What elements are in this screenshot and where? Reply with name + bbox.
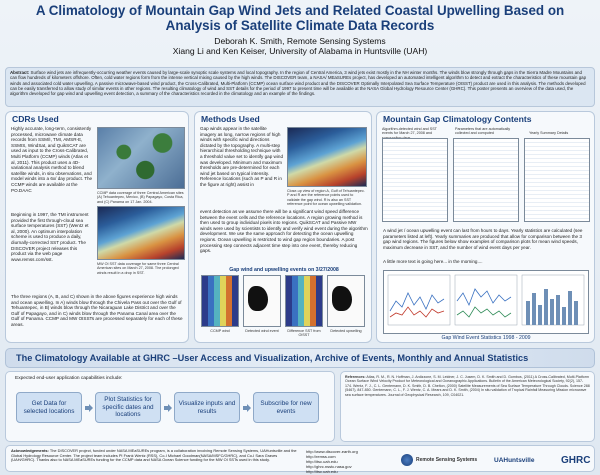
get-data-label: Get Data for selected locations — [23, 399, 75, 415]
ghrc-logo-text: GHRC — [561, 454, 591, 466]
ccmp-wind-caption: CCMP wind — [210, 329, 230, 333]
ccmp-coverage-caption: CCMP data coverage of three Central Amer… — [97, 191, 184, 204]
subscribe-button[interactable]: Subscribe for new events — [253, 392, 319, 423]
abstract-text: Surface wind jets are infrequently-occur… — [10, 70, 587, 97]
methods-panel: Methods Used Gap winds appear in the sat… — [194, 111, 372, 343]
visualize-button[interactable]: Visualize inputs and results — [174, 392, 240, 423]
get-data-button[interactable]: Get Data for selected locations — [16, 392, 82, 423]
author-line: Deborah K. Smith, Remote Sensing Systems — [214, 36, 386, 46]
poster-header: A Climatology of Mountain Gap Wind Jets … — [0, 0, 600, 66]
ccmp-coverage-map — [97, 127, 185, 189]
plot-statistics-label: Plot Statistics for specific dates and l… — [102, 396, 154, 419]
uah-logo-text: UAHuntsville — [494, 456, 535, 464]
cdrs-para3: The three regions (A, B, and C) shown in… — [11, 294, 183, 327]
closeup-caption: Close-up view of region A, Gulf of Tehua… — [287, 189, 365, 207]
events-subhead: Gap wind and upwelling events on 3/27/20… — [229, 267, 339, 273]
rss-logo-text: Remote Sensing Systems — [416, 457, 478, 463]
poster-title: A Climatology of Mountain Gap Wind Jets … — [35, 3, 565, 33]
ghrc-logo: GHRC — [561, 452, 590, 468]
params-table-caption: Parameters that are automatically collec… — [455, 127, 511, 136]
detected-upwelling-caption: Detected upwelling — [330, 329, 362, 333]
rss-logo-icon — [401, 454, 413, 466]
url-link[interactable]: http://ghrc.nsstc.nasa.gov — [306, 464, 352, 469]
events-table-image — [382, 138, 448, 222]
methods-para1: Gap winds appear in the satellite imager… — [200, 126, 283, 187]
flow-arrow-icon — [243, 404, 251, 412]
methods-para2: event detection as we assume there will … — [200, 209, 368, 254]
plot-statistics-button[interactable]: Plot Statistics for specific dates and l… — [95, 392, 161, 423]
rss-logo: Remote Sensing Systems — [401, 452, 477, 468]
params-table-image — [453, 138, 519, 222]
yearly-table-image — [524, 138, 590, 222]
flow-arrow-icon — [85, 404, 93, 412]
ghrc-access-title: The Climatology Available at GHRC –User … — [16, 353, 529, 363]
acknowledgements-label: Acknowledgements: — [11, 448, 49, 453]
visualize-label: Visualize inputs and results — [178, 399, 236, 415]
ccmp-wind-panel — [201, 275, 239, 327]
uah-logo: UAHuntsville — [494, 452, 534, 468]
ghrc-access-band: The Climatology Available at GHRC –User … — [5, 348, 595, 368]
abstract-box: Abstract: Surface wind jets are infreque… — [5, 67, 595, 107]
acknowledgements-text: Acknowledgements: The DISCOVER project, … — [11, 448, 301, 463]
acknowledgements-body: The DISCOVER project, funded under NASA … — [11, 448, 297, 463]
url-link[interactable]: http://remss.com — [306, 454, 336, 459]
yearly-table-caption: Yearly Summary Details — [529, 131, 569, 135]
detected-wind-caption: Detected wind event — [245, 329, 279, 333]
url-list: http://www.discover-earth.org http://rem… — [306, 449, 358, 474]
cdrs-para2: Beginning in 1997, the TMI instrument pr… — [11, 212, 89, 262]
event-statistics-caption: Gap Wind Event Statistics 1998 - 2009 — [441, 335, 531, 341]
cdrs-para1: Highly accurate, long-term, consistently… — [11, 126, 93, 193]
flow-arrow-icon — [164, 404, 172, 412]
references-box: References: Atlas, R. M., R. N. Hoffman,… — [340, 371, 595, 442]
climatology-title: Mountain Gap Climatology Contents — [383, 114, 532, 124]
cdrs-title: CDRs Used — [12, 114, 59, 124]
detected-wind-panel — [243, 275, 281, 327]
sst-difference-panel — [285, 275, 323, 327]
user-capabilities-lead: Expected end-user application capabiliti… — [15, 376, 123, 381]
sst-coverage-map — [97, 206, 185, 260]
cdrs-panel: CDRs Used Highly accurate, long-term, co… — [5, 111, 189, 343]
methods-title: Methods Used — [201, 114, 260, 124]
event-statistics-plot — [387, 274, 585, 326]
references-label: References: — [345, 375, 366, 379]
event-statistics-figure — [383, 270, 589, 334]
author-block: Deborah K. Smith, Remote Sensing Systems… — [0, 36, 600, 56]
abstract-label: Abstract: — [10, 70, 30, 75]
detected-upwelling-panel — [327, 275, 365, 327]
subscribe-label: Subscribe for new events — [260, 399, 312, 415]
url-link[interactable]: http://itsc.uah.edu — [306, 459, 338, 464]
user-capabilities-panel: Expected end-user application capabiliti… — [5, 371, 335, 442]
events-table-caption: Algorithm-detected wind and SST events f… — [382, 127, 437, 140]
sst-coverage-caption: MW OI SST data coverage for same three C… — [97, 262, 179, 275]
coauthor-line: Xiang Li and Ken Keiser, University of A… — [172, 46, 428, 56]
acknowledgements-box: Acknowledgements: The DISCOVER project, … — [5, 445, 595, 474]
tehuantepec-closeup-map — [287, 127, 367, 187]
climatology-para1: A wind jet / ocean upwelling event can l… — [383, 228, 583, 250]
climatology-para2: A little more text is going here... in t… — [383, 259, 483, 264]
references-text: Atlas, R. M., R. N. Hoffman, J. Ardizzon… — [345, 375, 590, 397]
sst-difference-caption: Difference SST from OISST — [287, 329, 321, 338]
climatology-panel: Mountain Gap Climatology Contents Algori… — [376, 111, 595, 343]
url-link[interactable]: http://www.discover-earth.org — [306, 449, 358, 454]
url-link[interactable]: http://itsc.uah.edu — [306, 469, 338, 474]
